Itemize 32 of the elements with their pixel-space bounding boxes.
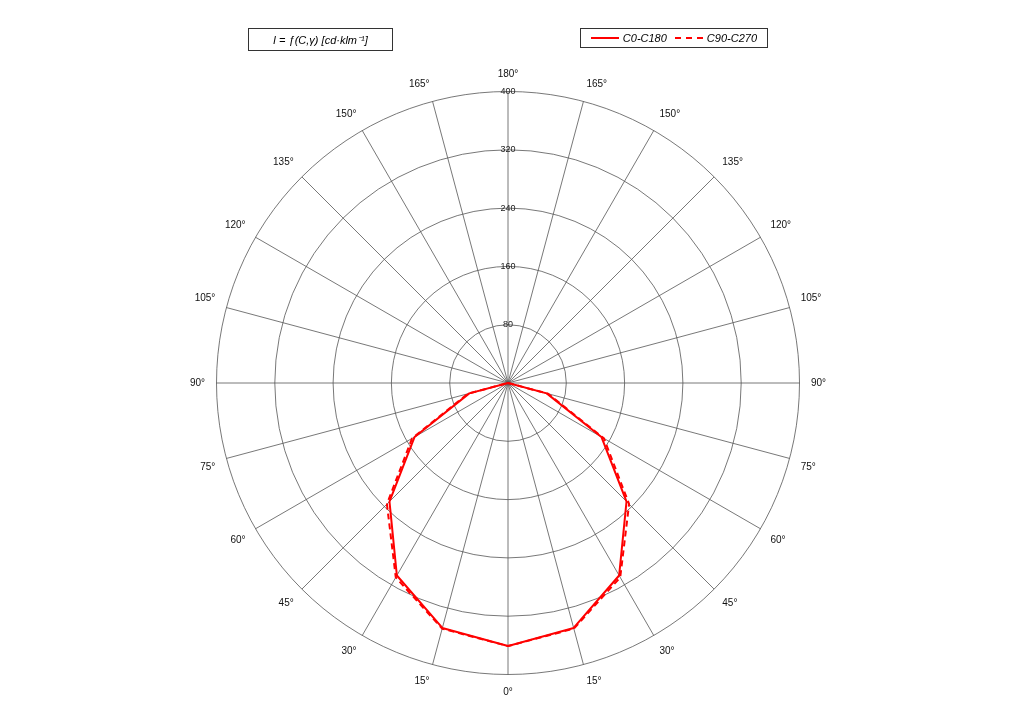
spoke-label: 60°	[230, 534, 246, 546]
spoke-label: 60°	[770, 534, 786, 546]
spoke-label: 0°	[503, 685, 513, 697]
spoke-label: 90°	[189, 376, 205, 388]
y-tick-label: 320	[500, 144, 516, 155]
spoke-label: 75°	[800, 461, 816, 473]
spoke-label: 15°	[414, 675, 430, 687]
legend-label: C90-C270	[706, 32, 757, 44]
spoke-label: 30°	[341, 645, 357, 657]
spoke-label: 180°	[497, 67, 519, 79]
spoke-label: 120°	[224, 219, 246, 231]
y-tick-label: 240	[500, 202, 516, 213]
spoke-label: 30°	[659, 645, 675, 657]
spoke-label: 90°	[811, 376, 827, 388]
spoke-label: 150°	[335, 108, 357, 120]
spoke-label: 45°	[278, 597, 294, 608]
spoke-label: 105°	[800, 292, 822, 304]
spoke-label: 135°	[722, 156, 743, 168]
spoke-label: 165°	[408, 78, 430, 90]
spoke-label: 120°	[770, 219, 792, 231]
spoke-label: 165°	[586, 78, 608, 90]
spoke-label: 105°	[194, 292, 216, 304]
spoke-label: 75°	[200, 461, 216, 473]
y-tick-label: 80	[502, 319, 514, 330]
text: I = ƒ(C,γ) [cd·klm⁻¹]	[248, 28, 393, 51]
spoke-label: 45°	[722, 597, 738, 608]
spoke-label: 135°	[273, 156, 294, 168]
spoke-label: 15°	[586, 675, 602, 687]
spoke-label: 150°	[659, 108, 681, 120]
y-tick-label: 160	[500, 260, 516, 271]
y-tick-label: 400	[500, 85, 516, 96]
legend-label: C0-C180	[622, 32, 667, 44]
